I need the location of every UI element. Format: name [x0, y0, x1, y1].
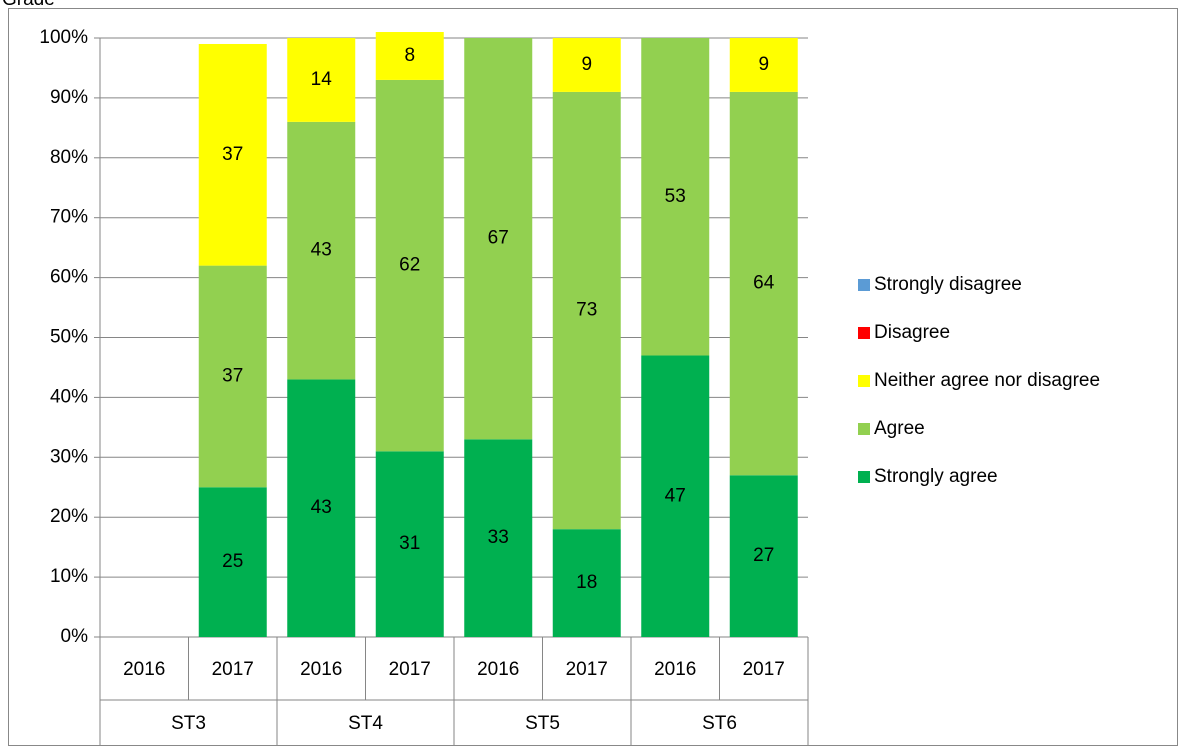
y-tick-label: 50% [50, 327, 88, 348]
bar-segment [641, 38, 710, 356]
bar-segment [464, 38, 533, 440]
chart-title: Grade [2, 0, 55, 10]
x-tick-label: 2017 [212, 659, 254, 680]
data-label: 62 [399, 255, 420, 276]
data-label: 27 [753, 545, 774, 566]
y-tick-label: 10% [50, 566, 88, 587]
bar-segment [375, 451, 444, 637]
bar-segment [287, 38, 356, 122]
legend-label: Neither agree nor disagree [874, 370, 1100, 391]
bar-segment [198, 43, 267, 266]
y-tick-label: 80% [50, 147, 88, 168]
x-tick-label: 2016 [123, 659, 165, 680]
y-tick-label: 30% [50, 446, 88, 467]
y-tick-label: 90% [50, 87, 88, 108]
bar-segment [552, 91, 621, 530]
legend-swatch [858, 375, 870, 387]
y-tick-label: 40% [50, 386, 88, 407]
data-label: 14 [311, 69, 333, 90]
data-label: 43 [311, 497, 332, 518]
x-tick-label: 2017 [389, 659, 431, 680]
data-label: 8 [404, 45, 415, 66]
data-label: 25 [222, 551, 243, 572]
legend-label: Strongly disagree [874, 274, 1022, 295]
bar-segment [464, 439, 533, 637]
y-tick-label: 70% [50, 207, 88, 228]
x-tick-label: 2017 [743, 659, 785, 680]
bar-segment [729, 91, 798, 476]
bar-segment [641, 355, 710, 637]
legend-swatch [858, 471, 870, 483]
data-label: 53 [665, 186, 686, 207]
bar-segment [375, 79, 444, 452]
legend-swatch [858, 279, 870, 291]
data-label: 18 [576, 572, 597, 593]
data-label: 47 [665, 485, 686, 506]
bar-segment [198, 487, 267, 637]
group-label: ST6 [702, 713, 737, 734]
bar-segment [287, 121, 356, 380]
data-label: 9 [581, 54, 592, 75]
x-tick-label: 2016 [300, 659, 342, 680]
bar-segment [198, 265, 267, 488]
data-label: 31 [399, 533, 420, 554]
y-tick-label: 20% [50, 506, 88, 527]
data-label: 37 [222, 144, 243, 165]
bar-segment [552, 529, 621, 637]
legend-label: Agree [874, 418, 925, 439]
bar-segment [375, 32, 444, 80]
x-tick-label: 2016 [477, 659, 519, 680]
bar-segment [552, 38, 621, 92]
data-label: 43 [311, 240, 332, 261]
legend-swatch [858, 327, 870, 339]
legend-swatch [858, 423, 870, 435]
data-label: 73 [576, 300, 597, 321]
data-label: 67 [488, 228, 509, 249]
y-tick-label: 60% [50, 267, 88, 288]
group-label: ST5 [525, 713, 560, 734]
y-tick-label: 100% [39, 27, 88, 48]
data-label: 9 [758, 54, 769, 75]
group-label: ST3 [171, 713, 206, 734]
legend-label: Disagree [874, 322, 950, 343]
data-label: 64 [753, 273, 775, 294]
bar-segment [729, 38, 798, 92]
x-tick-label: 2016 [654, 659, 696, 680]
bar-segment [287, 379, 356, 637]
data-label: 37 [222, 365, 243, 386]
data-label: 33 [488, 527, 509, 548]
group-label: ST4 [348, 713, 383, 734]
x-tick-label: 2017 [566, 659, 608, 680]
legend-label: Strongly agree [874, 466, 998, 487]
bar-segment [729, 475, 798, 637]
y-tick-label: 0% [61, 626, 89, 647]
